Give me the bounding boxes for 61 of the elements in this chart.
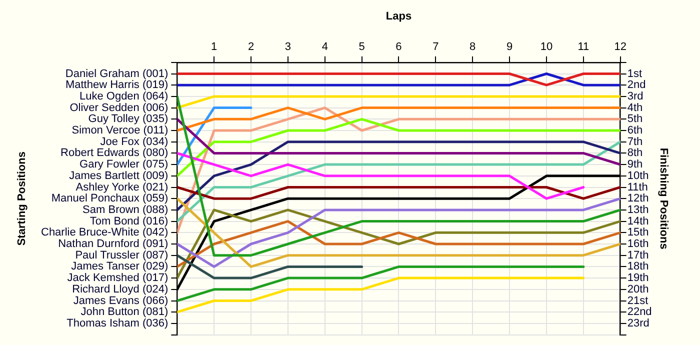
y-tick-label: 17th bbox=[627, 249, 649, 262]
y-tick-label: 18th bbox=[627, 260, 649, 273]
y-tick-label: 15th bbox=[627, 226, 649, 239]
text: Gary Fowler (075) bbox=[80, 158, 168, 171]
y-tick-label: 14th bbox=[627, 215, 649, 228]
y-tick-label: 19th bbox=[627, 272, 649, 284]
y-tick-label: 5th bbox=[627, 113, 643, 126]
text: Daniel Graham (001) bbox=[65, 68, 168, 80]
text: Simon Vercoe (011) bbox=[72, 124, 168, 137]
x-tick-label: 7 bbox=[432, 40, 439, 53]
x-tick-label: 2 bbox=[248, 40, 254, 53]
text: Jack Kemshed (017) bbox=[67, 272, 168, 284]
y-tick-label: 22nd bbox=[627, 306, 652, 318]
text: Paul Trussler (087) bbox=[75, 249, 168, 262]
x-tick-label: 8 bbox=[470, 40, 476, 53]
text: Matthew Harris (019) bbox=[65, 79, 168, 92]
text: Charlie Bruce-White (042) bbox=[41, 226, 168, 239]
text: Robert Edwards (080) bbox=[60, 147, 168, 160]
text: Sam Brown (088) bbox=[82, 204, 168, 216]
y-tick-label: 11th bbox=[627, 181, 648, 194]
x-tick-label: 11 bbox=[578, 40, 590, 53]
y-tick-label: 8th bbox=[627, 147, 643, 160]
text: Luke Ogden (064) bbox=[79, 90, 168, 102]
text: Richard Lloyd (024) bbox=[72, 283, 168, 296]
y-tick-label: 12th bbox=[627, 192, 649, 205]
text: John Button (081) bbox=[80, 306, 168, 318]
y-tick-label: 6th bbox=[627, 124, 643, 137]
y-tick-label: 4th bbox=[627, 102, 643, 114]
text: Manuel Ponchaux (059) bbox=[51, 192, 168, 205]
x-tick-label: 9 bbox=[506, 40, 513, 53]
x-tick-label: 6 bbox=[396, 40, 402, 53]
x-tick-label: 5 bbox=[358, 40, 365, 53]
text: Thomas Isham (036) bbox=[66, 317, 168, 330]
x-tick-label: 10 bbox=[540, 40, 553, 53]
y-tick-label: 2nd bbox=[627, 79, 646, 92]
x-tick-label: 12 bbox=[614, 40, 626, 53]
text: James Tanser (029) bbox=[71, 260, 168, 273]
y-tick-label: 1st bbox=[627, 68, 642, 80]
text: Nathan Durnford (091) bbox=[58, 238, 168, 250]
x-tick-label: 4 bbox=[322, 40, 328, 53]
y-tick-label: 13th bbox=[627, 204, 649, 216]
y-tick-label: 23rd bbox=[627, 317, 650, 330]
x-tick-label: 3 bbox=[284, 40, 292, 53]
text: Oliver Sedden (006) bbox=[70, 102, 168, 114]
y-tick-label: 9th bbox=[627, 158, 643, 171]
text: James Evans (066) bbox=[73, 294, 168, 307]
text: Ashley Yorke (021) bbox=[76, 181, 168, 194]
y-axis-title: Finishing Positions bbox=[657, 148, 670, 250]
text: Guy Tolley (035) bbox=[88, 113, 168, 126]
y-tick-label: 10th bbox=[627, 170, 649, 182]
y-tick-label: 21st bbox=[627, 294, 648, 307]
text: Starting Positions bbox=[16, 152, 28, 246]
y-tick-label: 7th bbox=[627, 136, 643, 148]
y-tick-label: 16th bbox=[627, 238, 649, 250]
x-axis-title: Laps bbox=[386, 10, 412, 23]
y-tick-label: 3rd bbox=[627, 90, 644, 102]
text: Tom Bond (016) bbox=[90, 215, 168, 228]
y-tick-label: 20th bbox=[627, 283, 649, 296]
x-tick-label: 1 bbox=[211, 40, 218, 53]
text: James Bartlett (009) bbox=[69, 170, 168, 182]
text: Joe Fox (034) bbox=[100, 136, 168, 148]
